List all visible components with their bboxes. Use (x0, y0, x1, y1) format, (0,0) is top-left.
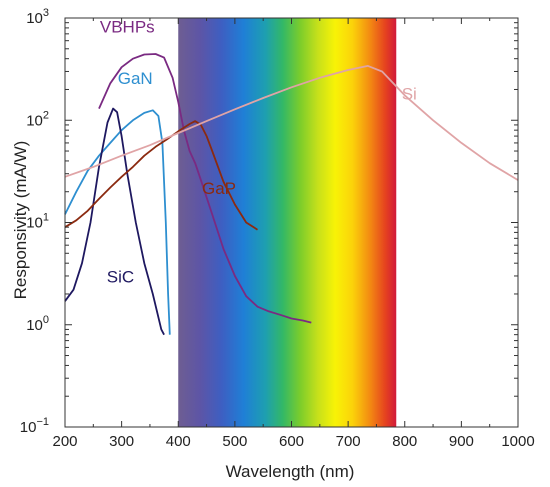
y-tick-exponent: 3 (43, 7, 49, 19)
series-line-sic (64, 107, 165, 336)
y-tick-base: 10 (26, 215, 43, 232)
ticks-layer: 200 300 400 500 600 700 800 900 100010−110010110… (20, 7, 535, 450)
x-tick-label: 300 (109, 433, 134, 450)
y-tick-label: 101 (26, 212, 49, 232)
y-tick-base: 10 (26, 10, 43, 27)
series-label-si: Si (402, 84, 417, 103)
y-tick-label: 10−1 (20, 416, 49, 436)
y-tick-label: 102 (26, 109, 49, 129)
y-tick-base: 10 (20, 419, 37, 436)
x-tick-label: 600 (279, 433, 304, 450)
visible-spectrum-band (178, 18, 397, 427)
series-line-vbhps (98, 53, 312, 324)
y-axis-title: Responsivity (mA/W) (11, 141, 30, 300)
y-tick-label: 100 (26, 314, 49, 334)
series-label-vbhps: VBHPs (100, 18, 155, 37)
x-tick-label: 1000 (501, 433, 534, 450)
y-tick-exponent: −1 (36, 416, 49, 428)
series-label-gan: GaN (118, 69, 153, 88)
series-line-si (64, 65, 519, 181)
x-tick-label: 900 (449, 433, 474, 450)
series-layer: VBHPs GaN SiC GaP Si (64, 18, 519, 336)
y-tick-exponent: 2 (43, 109, 49, 121)
y-tick-exponent: 0 (43, 314, 49, 326)
x-tick-label: 200 (52, 433, 77, 450)
y-tick-label: 103 (26, 7, 49, 27)
x-axis-title: Wavelength (nm) (226, 462, 355, 481)
x-tick-label: 500 (222, 433, 247, 450)
series-label-sic: SiC (107, 267, 134, 286)
x-tick-label: 800 (392, 433, 417, 450)
y-tick-base: 10 (26, 112, 43, 129)
y-tick-exponent: 1 (43, 212, 49, 224)
series-label-gap: GaP (202, 179, 236, 198)
x-tick-label: 700 (336, 433, 361, 450)
x-tick-label: 400 (166, 433, 191, 450)
y-tick-base: 10 (26, 317, 43, 334)
